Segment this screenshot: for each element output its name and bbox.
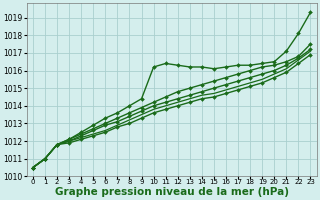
X-axis label: Graphe pression niveau de la mer (hPa): Graphe pression niveau de la mer (hPa) [55, 187, 289, 197]
